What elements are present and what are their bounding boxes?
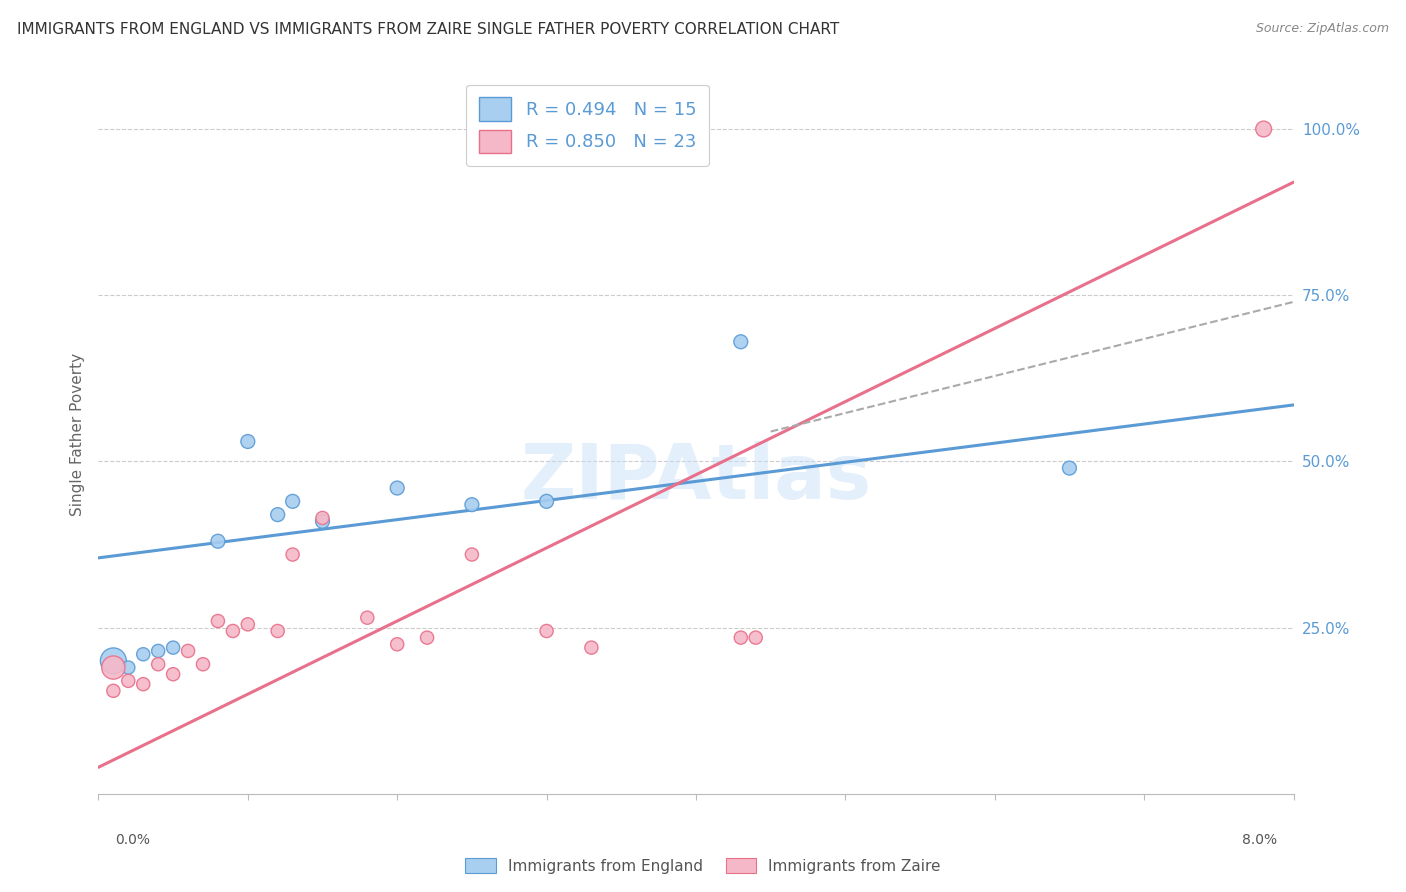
Point bbox=[416, 631, 439, 645]
Point bbox=[207, 614, 229, 628]
Point bbox=[162, 640, 184, 655]
Point bbox=[730, 631, 752, 645]
Point bbox=[177, 644, 200, 658]
Legend: Immigrants from England, Immigrants from Zaire: Immigrants from England, Immigrants from… bbox=[458, 852, 948, 880]
Point bbox=[281, 494, 304, 508]
Point bbox=[581, 640, 603, 655]
Text: Source: ZipAtlas.com: Source: ZipAtlas.com bbox=[1256, 22, 1389, 36]
Point bbox=[103, 683, 125, 698]
Point bbox=[103, 660, 125, 674]
Point bbox=[132, 647, 155, 661]
Point bbox=[311, 514, 333, 528]
Point bbox=[148, 644, 170, 658]
Point bbox=[1059, 461, 1081, 475]
Point bbox=[1253, 122, 1275, 136]
Point bbox=[356, 610, 378, 624]
Text: 8.0%: 8.0% bbox=[1241, 833, 1277, 847]
Point bbox=[103, 654, 125, 668]
Point bbox=[267, 508, 290, 522]
Point bbox=[461, 548, 484, 562]
Point bbox=[461, 498, 484, 512]
Point bbox=[236, 617, 259, 632]
Legend: R = 0.494   N = 15, R = 0.850   N = 23: R = 0.494 N = 15, R = 0.850 N = 23 bbox=[465, 85, 709, 166]
Point bbox=[267, 624, 290, 638]
Point bbox=[162, 667, 184, 681]
Point bbox=[730, 334, 752, 349]
Point bbox=[148, 657, 170, 672]
Point bbox=[117, 673, 139, 688]
Point bbox=[311, 511, 333, 525]
Point bbox=[191, 657, 214, 672]
Point bbox=[745, 631, 768, 645]
Point bbox=[207, 534, 229, 549]
Point bbox=[222, 624, 245, 638]
Point bbox=[236, 434, 259, 449]
Y-axis label: Single Father Poverty: Single Father Poverty bbox=[69, 353, 84, 516]
Point bbox=[536, 494, 558, 508]
Point bbox=[281, 548, 304, 562]
Point bbox=[132, 677, 155, 691]
Text: 0.0%: 0.0% bbox=[115, 833, 150, 847]
Point bbox=[117, 660, 139, 674]
Point bbox=[385, 637, 409, 651]
Text: ZIPAtlas: ZIPAtlas bbox=[520, 441, 872, 515]
Point bbox=[536, 624, 558, 638]
Text: IMMIGRANTS FROM ENGLAND VS IMMIGRANTS FROM ZAIRE SINGLE FATHER POVERTY CORRELATI: IMMIGRANTS FROM ENGLAND VS IMMIGRANTS FR… bbox=[17, 22, 839, 37]
Point bbox=[385, 481, 409, 495]
